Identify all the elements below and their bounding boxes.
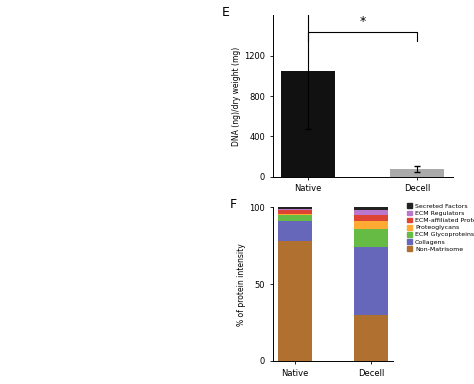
Y-axis label: DNA (ng)/dry weight (mg): DNA (ng)/dry weight (mg) [232,46,241,146]
Bar [278,210,312,214]
Bar [354,221,388,229]
Text: E: E [222,6,230,19]
Bar [354,315,388,361]
Bar [278,207,312,209]
Bar [278,214,312,215]
Bar [278,221,312,241]
Text: F: F [230,198,237,211]
Bar [278,209,312,210]
Bar [278,241,312,361]
Bar [281,71,335,177]
Bar [354,210,388,215]
Legend: Secreted Factors, ECM Regulators, ECM-affiliated Proteins, Proteoglycans, ECM Gl: Secreted Factors, ECM Regulators, ECM-af… [406,203,474,252]
Bar [354,229,388,247]
Bar [390,169,445,177]
Bar [354,247,388,315]
Bar [278,215,312,221]
Bar [354,215,388,221]
Bar [354,207,388,210]
Text: *: * [359,15,366,28]
Y-axis label: % of protein intensity: % of protein intensity [237,243,246,326]
